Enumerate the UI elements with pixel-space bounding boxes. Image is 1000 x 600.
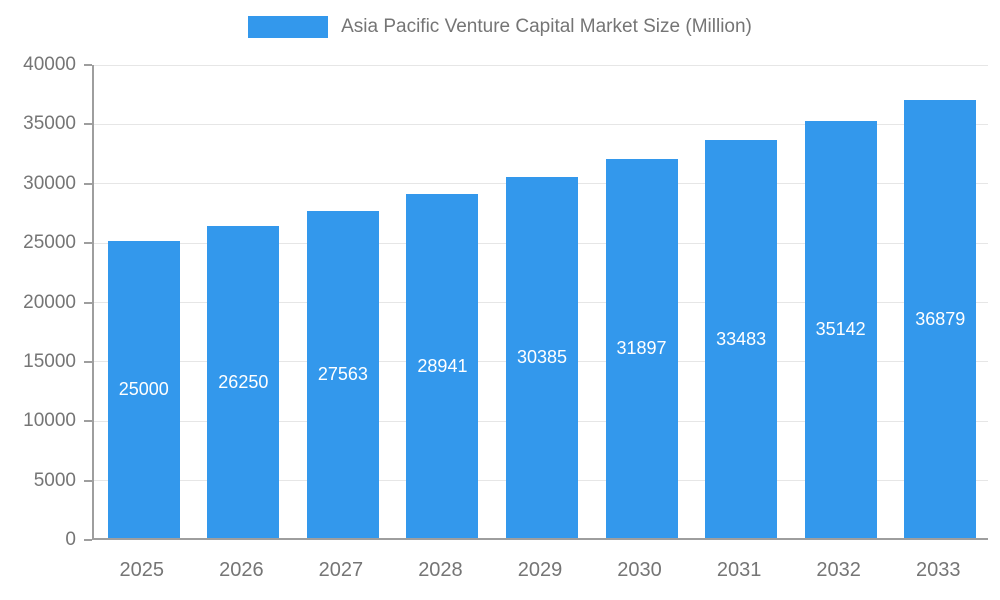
x-axis-label-2029: 2029 [517, 559, 563, 581]
y-axis-label-0: 0 [65, 529, 76, 550]
bar-value-label-2030: 31897 [616, 338, 667, 359]
x-axis-label-2026: 2026 [219, 559, 264, 581]
bar-2027[interactable]: 27563 [306, 210, 379, 538]
y-axis-tick-mark [84, 479, 92, 482]
bar-value-label-2032: 35142 [815, 318, 866, 339]
x-axis-label-2030: 2030 [617, 559, 662, 581]
x-axis-label-2025: 2025 [119, 559, 165, 581]
bar-2026[interactable]: 26250 [207, 226, 280, 538]
bar-value-label-2025: 25000 [118, 379, 169, 400]
y-axis-label-35000: 35000 [23, 113, 76, 135]
bar-value-label-2033: 36879 [915, 308, 966, 329]
bar-2031[interactable]: 33483 [705, 140, 778, 538]
y-axis-tick-mark [84, 182, 92, 185]
y-axis-tick-mark [84, 539, 92, 541]
y-axis-tick-mark [84, 123, 92, 126]
x-axis-label-2028: 2028 [418, 559, 463, 581]
bar-2028[interactable]: 28941 [406, 194, 479, 538]
y-axis-label-25000: 25000 [23, 232, 76, 254]
y-axis-label-10000: 10000 [23, 410, 76, 432]
legend[interactable]: Asia Pacific Venture Capital Market Size… [0, 16, 1000, 38]
x-axis-label-2031: 2031 [716, 559, 762, 581]
y-axis-label-5000: 5000 [33, 469, 76, 491]
bar-value-label-2026: 26250 [218, 371, 269, 392]
gridline [94, 123, 988, 125]
y-axis-label-15000: 15000 [23, 350, 76, 372]
bar-value-label-2028: 28941 [417, 355, 468, 376]
bar-2025[interactable]: 25000 [107, 241, 180, 538]
bar-2029[interactable]: 30385 [506, 177, 578, 538]
plot-area: 25000 26250 27563 28941 30385 31897 33483 35142… [92, 64, 988, 540]
y-axis-tick-mark [84, 420, 92, 423]
y-axis-tick-mark [84, 360, 92, 363]
legend-label: Asia Pacific Venture Capital Market Size… [341, 16, 752, 37]
x-axis-label-2027: 2027 [318, 559, 364, 581]
y-axis-tick-mark [84, 242, 92, 245]
bar-2030[interactable]: 31897 [605, 159, 678, 538]
gridline [94, 64, 988, 66]
bar-2033[interactable]: 36879 [904, 100, 977, 538]
y-axis-label-40000: 40000 [23, 54, 76, 75]
bar-value-label-2027: 27563 [317, 363, 368, 384]
y-axis-tick-mark [84, 64, 92, 66]
y-axis-label-20000: 20000 [23, 291, 76, 313]
y-axis-tick-mark [84, 301, 92, 304]
x-axis-label-2033: 2033 [915, 559, 961, 581]
bar-value-label-2029: 30385 [516, 347, 568, 368]
bar-2032[interactable]: 35142 [804, 120, 877, 538]
bar-value-label-2031: 33483 [716, 328, 767, 349]
legend-swatch-icon [248, 16, 329, 38]
y-axis-label-30000: 30000 [23, 172, 76, 194]
x-axis-label-2032: 2032 [816, 559, 861, 581]
